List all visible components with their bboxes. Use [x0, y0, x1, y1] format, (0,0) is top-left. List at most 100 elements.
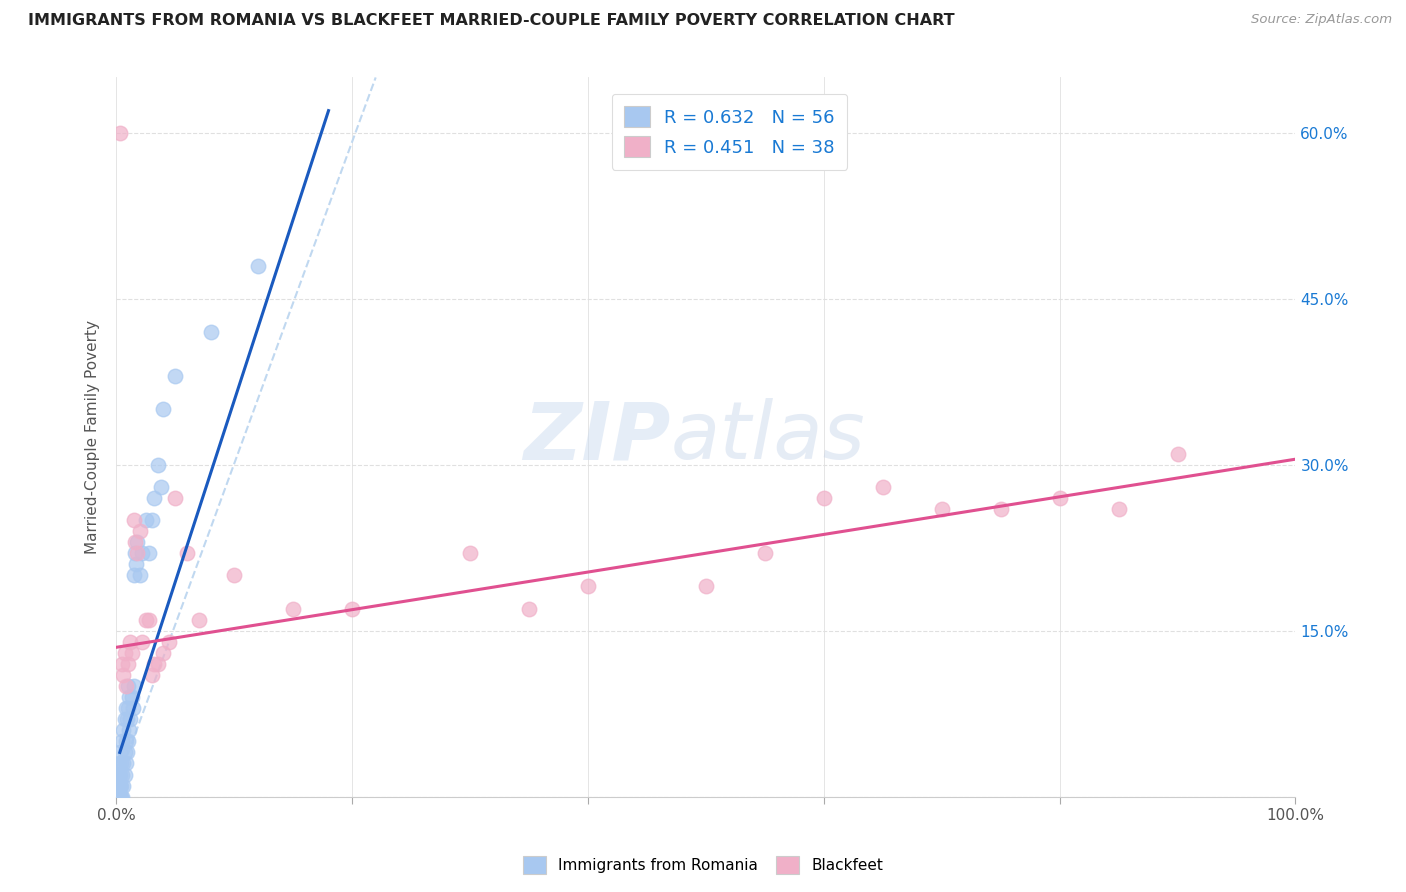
Point [128, 568, 150, 582]
Point [107, 767, 129, 781]
Text: Source: ZipAtlas.com: Source: ZipAtlas.com [1251, 13, 1392, 27]
Point [458, 546, 481, 560]
Point [107, 789, 129, 804]
Point [110, 779, 132, 793]
Point [107, 789, 129, 804]
Point [112, 756, 135, 771]
Point [118, 690, 141, 704]
Legend: R = 0.632   N = 56, R = 0.451   N = 38: R = 0.632 N = 56, R = 0.451 N = 38 [612, 94, 848, 169]
Point [121, 701, 143, 715]
Point [122, 513, 145, 527]
Point [108, 746, 131, 760]
Point [111, 767, 134, 781]
Point [114, 701, 136, 715]
Point [131, 634, 153, 648]
Point [107, 756, 129, 771]
Point [107, 779, 129, 793]
Point [107, 779, 129, 793]
Point [146, 458, 169, 472]
Point [1049, 491, 1071, 505]
Point [110, 789, 132, 804]
Point [146, 657, 169, 671]
Point [187, 613, 209, 627]
Point [176, 546, 198, 560]
Point [165, 491, 187, 505]
Point [114, 734, 136, 748]
Point [117, 701, 139, 715]
Point [754, 546, 776, 560]
Point [108, 789, 131, 804]
Point [150, 480, 173, 494]
Point [121, 690, 143, 704]
Point [281, 601, 304, 615]
Point [105, 789, 128, 804]
Point [118, 723, 141, 738]
Point [224, 568, 246, 582]
Point [141, 513, 163, 527]
Point [152, 646, 174, 660]
Point [117, 679, 139, 693]
Point [138, 613, 160, 627]
Point [517, 601, 540, 615]
Point [1167, 447, 1189, 461]
Point [117, 657, 139, 671]
Point [114, 679, 136, 693]
Point [576, 579, 599, 593]
Point [108, 767, 131, 781]
Point [813, 491, 835, 505]
Legend: Immigrants from Romania, Blackfeet: Immigrants from Romania, Blackfeet [517, 850, 889, 880]
Point [1108, 502, 1130, 516]
Point [114, 746, 136, 760]
Point [108, 789, 131, 804]
Point [120, 712, 142, 726]
Point [112, 723, 135, 738]
Point [246, 259, 269, 273]
Point [990, 502, 1012, 516]
Point [165, 369, 187, 384]
Point [111, 789, 134, 804]
Text: ZIP: ZIP [523, 398, 671, 476]
Text: atlas: atlas [671, 398, 865, 476]
Point [141, 668, 163, 682]
Point [124, 546, 146, 560]
Point [108, 767, 131, 781]
Point [115, 712, 138, 726]
Point [124, 535, 146, 549]
Point [872, 480, 894, 494]
Point [157, 634, 180, 648]
Point [143, 491, 166, 505]
Point [200, 325, 222, 339]
Text: IMMIGRANTS FROM ROMANIA VS BLACKFEET MARRIED-COUPLE FAMILY POVERTY CORRELATION C: IMMIGRANTS FROM ROMANIA VS BLACKFEET MAR… [28, 13, 955, 29]
Y-axis label: Married-Couple Family Poverty: Married-Couple Family Poverty [86, 320, 100, 554]
Point [115, 746, 138, 760]
Point [695, 579, 717, 593]
Point [107, 789, 129, 804]
Point [110, 756, 132, 771]
Point [135, 513, 157, 527]
Point [138, 546, 160, 560]
Point [114, 767, 136, 781]
Point [121, 646, 143, 660]
Point [111, 657, 134, 671]
Point [122, 568, 145, 582]
Point [112, 668, 135, 682]
Point [127, 546, 149, 560]
Point [931, 502, 953, 516]
Point [111, 734, 134, 748]
Point [127, 535, 149, 549]
Point [125, 558, 148, 572]
Point [108, 779, 131, 793]
Point [131, 546, 153, 560]
Point [114, 756, 136, 771]
Point [128, 524, 150, 538]
Point [114, 646, 136, 660]
Point [122, 679, 145, 693]
Point [112, 779, 135, 793]
Point [135, 613, 157, 627]
Point [117, 734, 139, 748]
Point [143, 657, 166, 671]
Point [114, 712, 136, 726]
Point [120, 634, 142, 648]
Point [152, 402, 174, 417]
Point [108, 126, 131, 140]
